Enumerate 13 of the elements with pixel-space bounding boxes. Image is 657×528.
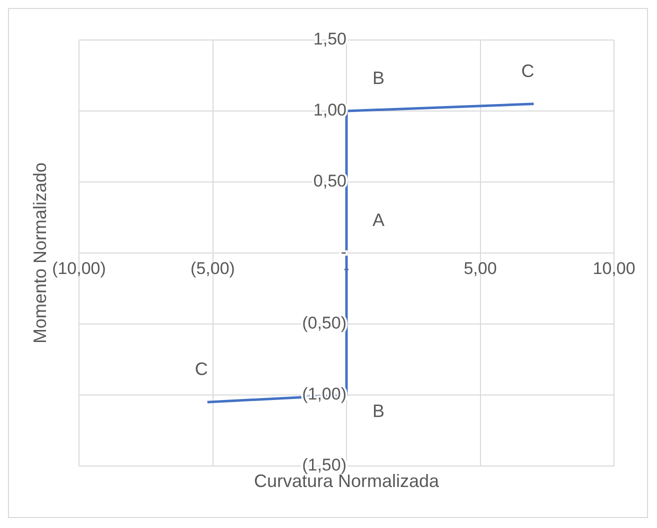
annotation: B: [372, 68, 385, 88]
annotation: B: [372, 400, 385, 421]
x-tick-label: 5,00: [464, 258, 497, 278]
x-tick-label: 10,00: [592, 258, 636, 278]
y-tick-label: 1,50: [313, 30, 346, 49]
x-tick-label: (5,00): [190, 258, 235, 278]
x-tick-label: (10,00): [52, 258, 106, 278]
annotation: C: [521, 60, 534, 81]
y-tick-label: (1,50): [302, 456, 346, 475]
y-tick-label: 1,00: [313, 100, 346, 120]
annotation: C: [194, 359, 208, 380]
y-axis-title: Momento Normalizado: [30, 162, 50, 344]
annotation: A: [372, 210, 385, 230]
